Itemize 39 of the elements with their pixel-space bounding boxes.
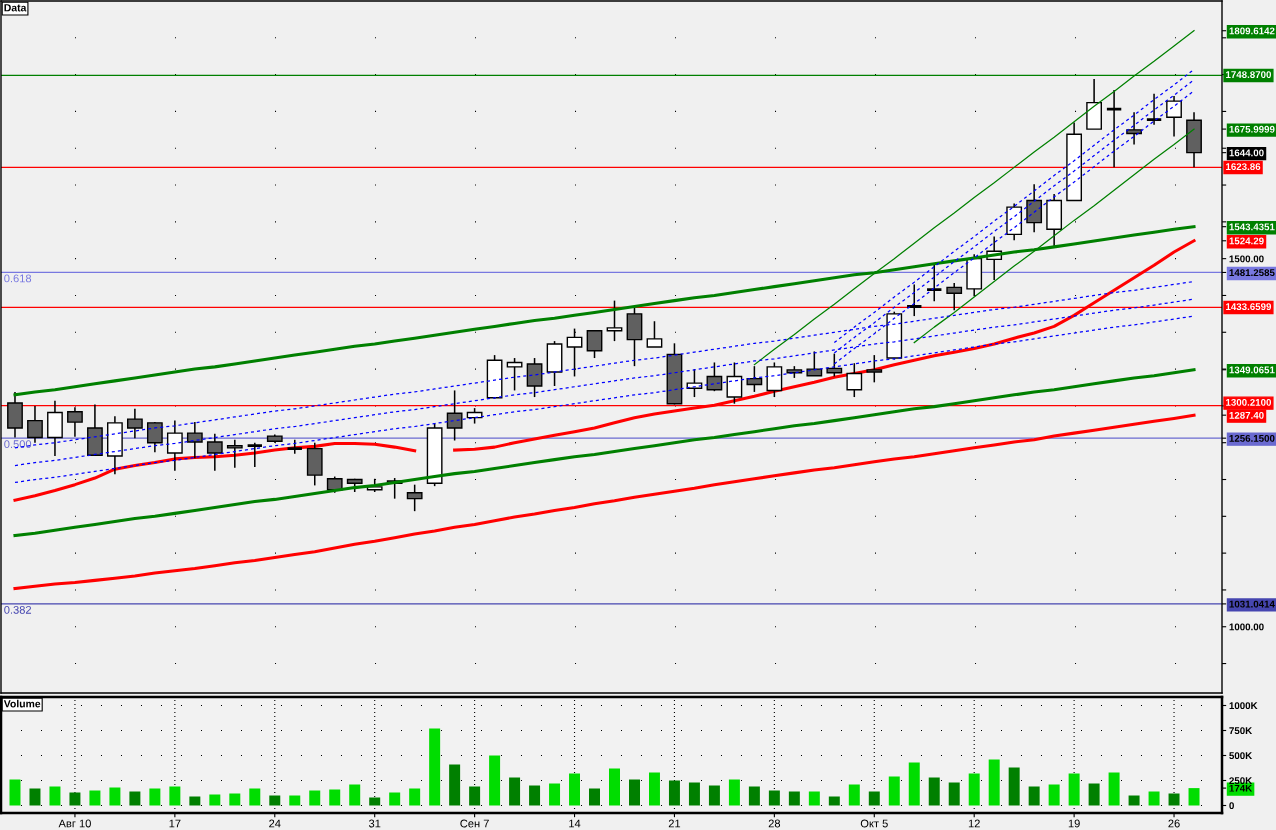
y-tick-label: 1287.40 xyxy=(1229,411,1264,419)
x-tick-label: 24 xyxy=(269,819,281,828)
x-tick-label: 14 xyxy=(569,819,581,828)
ref-line-label: 1748.8700 xyxy=(1226,71,1272,79)
x-tick-label: Авг 10 xyxy=(58,819,91,828)
x-tick-label: 26 xyxy=(1168,819,1180,828)
y-tick-label: 1809.6142 xyxy=(1229,27,1275,35)
x-tick-label: 28 xyxy=(768,819,781,828)
y-tick-label: 1000.00 xyxy=(1229,623,1264,631)
y-tick-label: 1543.4351 xyxy=(1229,223,1275,231)
x-tick-label: 17 xyxy=(169,819,181,828)
x-tick-label: 21 xyxy=(668,819,681,828)
ref-line-label: 1433.6599 xyxy=(1226,303,1272,311)
y-tick-label: 0 xyxy=(1229,802,1234,810)
x-tick-label: Окт 5 xyxy=(860,819,888,828)
y-tick-label: 1349.0651 xyxy=(1229,366,1275,374)
y-tick-label: 1256.1500 xyxy=(1229,434,1275,442)
y-tick-label: 500K xyxy=(1229,752,1253,760)
y-tick-label: 174K xyxy=(1229,784,1253,792)
x-tick-label: 19 xyxy=(1068,819,1080,828)
ref-line-label: 0.500 xyxy=(4,440,32,449)
y-tick-label: 1524.29 xyxy=(1229,237,1264,245)
y-tick-label: 750K xyxy=(1229,727,1253,735)
y-tick-label: 1644.00 xyxy=(1229,149,1264,157)
ref-line-label: 0.382 xyxy=(4,605,32,614)
y-tick-label: 1481.2585 xyxy=(1229,269,1275,277)
y-tick-label: 1500.00 xyxy=(1229,255,1264,263)
x-tick-label: 12 xyxy=(968,819,980,828)
y-tick-label: 1000K xyxy=(1229,702,1258,710)
ref-line-label: 0.618 xyxy=(4,274,32,283)
ref-line-label: 1623.86 xyxy=(1226,163,1261,171)
x-tick-label: Сен 7 xyxy=(460,819,489,828)
ref-line-label: 1300.2100 xyxy=(1226,398,1272,406)
y-tick-label: 250K xyxy=(1229,777,1253,785)
y-tick-label: 1031.0414 xyxy=(1229,600,1275,608)
chart-title: Data xyxy=(4,4,27,12)
x-tick-label: 31 xyxy=(368,819,381,828)
chart-title: Volume xyxy=(3,699,41,708)
y-tick-label: 1675.9999 xyxy=(1229,125,1275,133)
